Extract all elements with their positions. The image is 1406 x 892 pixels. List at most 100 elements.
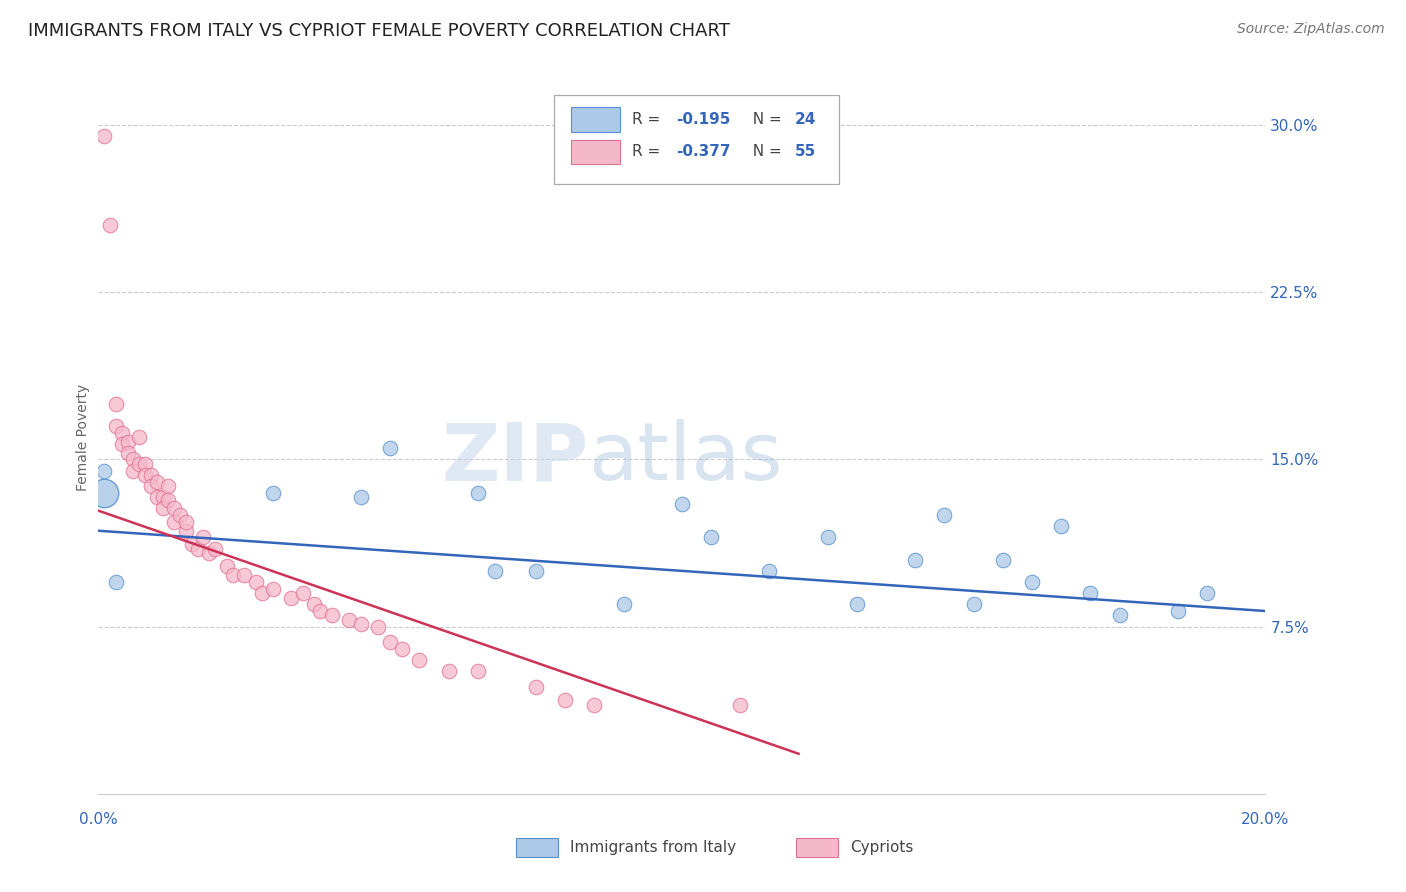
Point: [93, 129, 115, 144]
Point: [233, 568, 256, 582]
Point: [758, 564, 780, 578]
Point: [1167, 604, 1189, 618]
FancyBboxPatch shape: [516, 838, 558, 856]
Point: [245, 575, 267, 590]
Point: [174, 515, 197, 529]
Point: [198, 546, 221, 560]
Point: [93, 464, 115, 478]
Point: [104, 418, 127, 433]
Point: [146, 475, 169, 489]
FancyBboxPatch shape: [571, 139, 620, 164]
Point: [612, 598, 634, 612]
Point: [408, 653, 430, 667]
Point: [215, 559, 238, 574]
Point: [467, 485, 489, 500]
Text: Cypriots: Cypriots: [851, 840, 914, 855]
Point: [163, 515, 186, 529]
Point: [1195, 586, 1218, 600]
Point: [291, 586, 314, 600]
Point: [174, 524, 197, 538]
Point: [134, 467, 156, 482]
Text: R =: R =: [631, 145, 665, 159]
Point: [962, 598, 984, 612]
Text: 55: 55: [796, 145, 817, 159]
Point: [111, 436, 134, 450]
Text: Source: ZipAtlas.com: Source: ZipAtlas.com: [1237, 22, 1385, 37]
Point: [524, 564, 547, 578]
Point: [846, 598, 869, 612]
Point: [163, 501, 186, 516]
Point: [1021, 575, 1043, 590]
Point: [180, 537, 202, 551]
Point: [1080, 586, 1102, 600]
Text: N =: N =: [742, 112, 786, 127]
Point: [111, 425, 134, 440]
Point: [221, 568, 243, 582]
Point: [1108, 608, 1130, 623]
Text: -0.377: -0.377: [676, 145, 731, 159]
Text: 20.0%: 20.0%: [1241, 813, 1289, 828]
Point: [367, 619, 389, 633]
FancyBboxPatch shape: [796, 838, 838, 856]
Point: [204, 541, 226, 556]
Point: [250, 586, 273, 600]
FancyBboxPatch shape: [571, 107, 620, 132]
Text: -0.195: -0.195: [676, 112, 731, 127]
Point: [104, 575, 127, 590]
Y-axis label: Female Poverty: Female Poverty: [76, 384, 90, 491]
Point: [350, 490, 373, 504]
Point: [304, 598, 326, 612]
Point: [524, 680, 547, 694]
Point: [152, 490, 174, 504]
Point: [437, 664, 460, 679]
Point: [583, 698, 606, 712]
Point: [128, 457, 150, 471]
Point: [817, 530, 839, 544]
Point: [991, 552, 1014, 567]
Point: [391, 642, 413, 657]
Point: [117, 434, 139, 449]
Point: [139, 479, 162, 493]
Point: [280, 591, 302, 605]
Point: [554, 693, 576, 707]
FancyBboxPatch shape: [554, 95, 839, 184]
Point: [104, 396, 127, 410]
Point: [128, 430, 150, 444]
Text: N =: N =: [742, 145, 786, 159]
Point: [157, 492, 180, 507]
Point: [262, 582, 284, 596]
Text: ZIP: ZIP: [441, 419, 589, 498]
Point: [152, 501, 174, 516]
Point: [139, 467, 162, 482]
Text: 0.0%: 0.0%: [79, 813, 118, 828]
Text: 24: 24: [796, 112, 817, 127]
Point: [484, 564, 506, 578]
Point: [337, 613, 360, 627]
Point: [1050, 519, 1073, 533]
Point: [122, 464, 145, 478]
Point: [122, 452, 145, 467]
Text: R =: R =: [631, 112, 665, 127]
Point: [700, 530, 723, 544]
Point: [380, 442, 402, 455]
Point: [169, 508, 191, 523]
Point: [187, 541, 209, 556]
Point: [309, 604, 332, 618]
Point: [262, 485, 284, 500]
Point: [904, 552, 927, 567]
Text: atlas: atlas: [589, 419, 783, 498]
Point: [730, 698, 752, 712]
Point: [467, 664, 489, 679]
Point: [117, 446, 139, 460]
Text: Immigrants from Italy: Immigrants from Italy: [569, 840, 735, 855]
Point: [934, 508, 956, 523]
Point: [146, 490, 169, 504]
Point: [93, 485, 115, 500]
Point: [193, 530, 215, 544]
Point: [157, 479, 180, 493]
Point: [321, 608, 343, 623]
Point: [134, 457, 156, 471]
Point: [380, 635, 402, 649]
Point: [350, 617, 373, 632]
Point: [671, 497, 693, 511]
